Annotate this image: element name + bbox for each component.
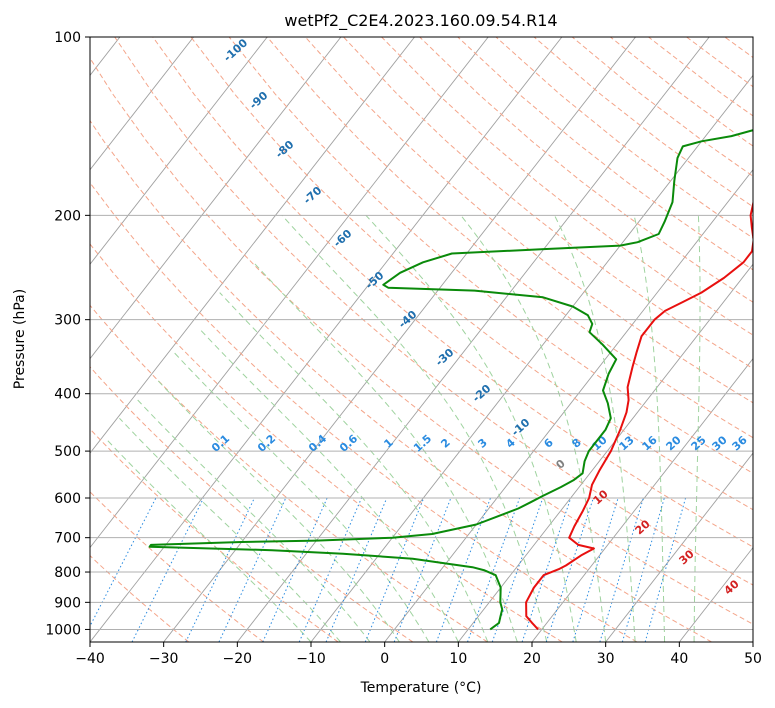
dry-adiabat-line xyxy=(381,37,753,336)
x-tick-label: −20 xyxy=(223,651,253,667)
dry-adiabat-line xyxy=(114,37,753,586)
y-tick-label: 500 xyxy=(54,444,81,460)
dry-adiabat-lines xyxy=(90,37,753,642)
isotherm-line xyxy=(90,37,194,171)
temperature-profile-line xyxy=(525,201,753,631)
mixing-ratio-line xyxy=(218,497,287,642)
dry-adiabat-line xyxy=(90,57,753,625)
dry-adiabat-line xyxy=(228,37,753,474)
dry-adiabat-line xyxy=(90,366,414,642)
moist-adiabat-line xyxy=(173,351,430,642)
moist-adiabat-line xyxy=(693,215,701,642)
moist-adiabat-lines xyxy=(107,214,701,642)
isotherm-line xyxy=(605,452,753,642)
y-tick-label: 600 xyxy=(54,491,81,507)
y-axis-ticks: 1000 900 800 700 600 500 400 300 200 100 xyxy=(45,30,90,638)
dry-adiabat-line xyxy=(152,37,753,548)
mixing-ratio-line xyxy=(572,497,619,642)
y-tick-label: 1000 xyxy=(45,622,81,638)
x-axis-label: Temperature (°C) xyxy=(360,680,482,696)
moist-adiabat-line xyxy=(157,380,400,642)
x-tick-label: 30 xyxy=(597,651,615,667)
x-axis-ticks: −40 −30 −20 −10 0 10 20 30 40 50 xyxy=(75,642,762,667)
pressure-grid-lines xyxy=(90,37,753,630)
isotherm-line xyxy=(90,37,415,454)
isotherm-line xyxy=(90,37,563,642)
profile-series xyxy=(148,129,753,631)
x-tick-label: 0 xyxy=(380,651,389,667)
dry-adiabat-line xyxy=(90,304,488,642)
mixing-ratio-line xyxy=(185,497,255,642)
mixing-ratio-line xyxy=(599,497,644,642)
dry-adiabat-line xyxy=(90,182,638,642)
dry-adiabat-line xyxy=(90,119,712,642)
x-tick-label: 10 xyxy=(449,651,467,667)
mixing-ratio-line xyxy=(644,497,687,642)
y-tick-label: 300 xyxy=(54,313,81,329)
x-tick-label: 20 xyxy=(523,651,541,667)
isotherm-line xyxy=(90,37,342,360)
dry-adiabat-line xyxy=(266,37,753,439)
x-tick-label: −30 xyxy=(149,651,179,667)
mixing-ratio-line xyxy=(467,497,521,642)
x-tick-label: 40 xyxy=(670,651,688,667)
dry-adiabat-line xyxy=(90,243,563,642)
isotherm-line xyxy=(457,263,753,642)
mixing-ratio-line xyxy=(131,497,204,642)
dry-adiabat-line xyxy=(90,554,190,642)
mixing-ratio-line xyxy=(393,497,452,642)
chart-title: wetPf2_C2E4.2023.160.09.54.R14 xyxy=(284,11,557,31)
y-tick-label: 900 xyxy=(54,595,81,611)
moist-adiabat-line xyxy=(460,214,607,642)
dry-adiabat-line xyxy=(343,37,753,370)
moist-adiabat-line xyxy=(281,214,548,642)
isotherm-line xyxy=(90,37,489,549)
y-tick-label: 800 xyxy=(54,565,81,581)
isotherm-line xyxy=(90,37,268,265)
moist-adiabat-line xyxy=(119,417,341,642)
moist-adiabat-line xyxy=(633,215,666,642)
y-tick-label: 400 xyxy=(54,387,81,403)
y-tick-label: 200 xyxy=(54,208,81,224)
y-tick-label: 700 xyxy=(54,531,81,547)
plot-area: -100-90-80-70-60-50-40-30-20-100.1 0.2 0.4… xyxy=(90,37,753,642)
y-axis-label: Pressure (hPa) xyxy=(12,289,28,389)
mixing-ratio-line xyxy=(90,497,157,628)
moist-adiabat-line xyxy=(107,440,312,642)
dewpoint-profile-line xyxy=(148,129,753,631)
isotherm-line xyxy=(384,169,753,642)
mixing-ratio-line xyxy=(545,497,594,642)
moist-adiabat-line xyxy=(198,327,459,642)
dry-adiabat-line xyxy=(90,491,264,642)
mixing-ratio-line xyxy=(364,497,425,642)
mixing-ratio-line xyxy=(621,497,665,642)
x-tick-label: −40 xyxy=(75,651,105,667)
moist-adiabat-line xyxy=(554,215,636,642)
moist-adiabat-line xyxy=(253,261,518,642)
x-tick-label: −10 xyxy=(296,651,326,667)
y-tick-label: 100 xyxy=(54,30,81,46)
mixing-ratio-line xyxy=(521,497,572,642)
isotherm-line xyxy=(531,357,753,642)
plot-frame xyxy=(89,36,754,643)
moist-adiabat-line xyxy=(137,399,371,642)
x-tick-label: 50 xyxy=(744,651,762,667)
